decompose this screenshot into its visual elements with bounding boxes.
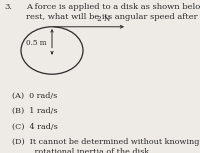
Text: 2 N: 2 N: [97, 15, 110, 23]
Text: 0.5 m: 0.5 m: [26, 39, 47, 47]
Text: A force is applied to a disk as shown below. If the disk starts from
rest, what : A force is applied to a disk as shown be…: [26, 3, 200, 21]
Text: (A)  0 rad/s: (A) 0 rad/s: [12, 92, 57, 100]
Text: 3.: 3.: [4, 3, 12, 11]
Text: (C)  4 rad/s: (C) 4 rad/s: [12, 122, 58, 130]
Text: (B)  1 rad/s: (B) 1 rad/s: [12, 107, 58, 115]
Text: (D)  It cannot be determined without knowing the
         rotational inertia of : (D) It cannot be determined without know…: [12, 138, 200, 153]
